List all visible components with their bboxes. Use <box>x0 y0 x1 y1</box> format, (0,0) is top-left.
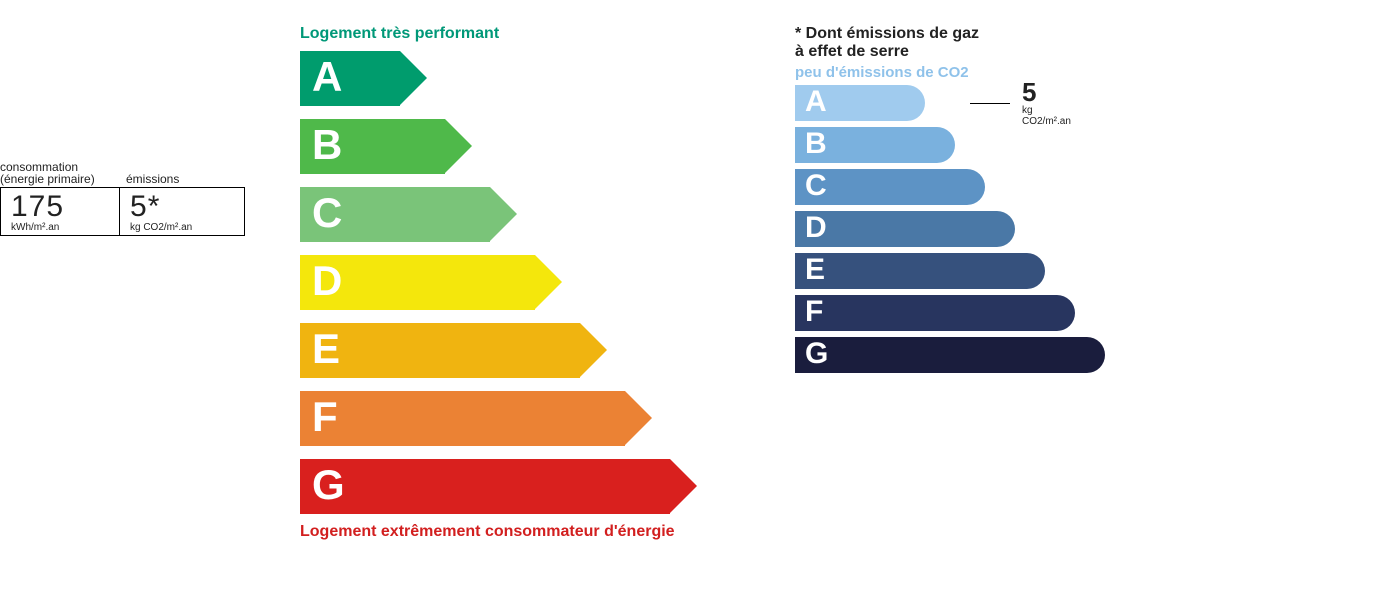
ges-row-b: B <box>795 127 979 163</box>
energy-rows: ABCDEFG <box>300 51 675 514</box>
energy-bar <box>300 459 670 514</box>
energy-row-a: A <box>300 51 675 106</box>
energy-letter: F <box>312 393 338 441</box>
energy-bar <box>300 323 580 378</box>
emissions-box: 5* kg CO2/m².an <box>120 187 245 236</box>
energy-arrow <box>445 119 472 173</box>
energy-arrow <box>580 323 607 377</box>
ges-value-unit: kg CO2/m².an <box>1022 105 1071 127</box>
ges-letter: C <box>805 169 827 203</box>
energy-arrow <box>670 459 697 513</box>
value-boxes: consommation (énergie primaire) 175 kWh/… <box>0 161 245 236</box>
emissions-value: 5* <box>130 192 234 222</box>
energy-row-e: E <box>300 323 675 378</box>
energy-letter: G <box>312 461 345 509</box>
ges-bar <box>795 253 1045 289</box>
consumption-value: 175 <box>11 192 109 222</box>
ges-row-e: E <box>795 253 979 289</box>
emissions-unit: kg CO2/m².an <box>130 222 234 233</box>
energy-letter: B <box>312 121 342 169</box>
ges-letter: B <box>805 127 827 161</box>
ges-letter: F <box>805 295 823 329</box>
ges-subtitle: peu d'émissions de CO2 <box>795 64 979 81</box>
energy-letter: E <box>312 325 340 373</box>
energy-arrow <box>535 255 562 309</box>
ges-letter: D <box>805 211 827 245</box>
energy-chart: Logement très performant ABCDEFG Logemen… <box>300 25 675 541</box>
ges-row-a: A5kg CO2/m².an <box>795 85 979 121</box>
ges-chart: * Dont émissions de gaz à effet de serre… <box>795 25 979 379</box>
consumption-unit: kWh/m².an <box>11 222 109 233</box>
energy-letter: C <box>312 189 342 237</box>
energy-arrow <box>490 187 517 241</box>
ges-bar <box>795 337 1105 373</box>
energy-row-d: D <box>300 255 675 310</box>
energy-bar <box>300 391 625 446</box>
ges-value-number: 5 <box>1022 79 1071 105</box>
energy-title-top: Logement très performant <box>300 25 675 43</box>
energy-row-f: F <box>300 391 675 446</box>
emissions-label: émissions <box>120 161 245 185</box>
ges-row-c: C <box>795 169 979 205</box>
ges-bar <box>795 211 1015 247</box>
ges-letter: A <box>805 85 827 119</box>
ges-rows: A5kg CO2/m².an BCDEFG <box>795 85 979 373</box>
ges-row-g: G <box>795 337 979 373</box>
ges-title: * Dont émissions de gaz à effet de serre <box>795 25 979 62</box>
energy-row-b: B <box>300 119 675 174</box>
ges-row-f: F <box>795 295 979 331</box>
energy-row-c: C <box>300 187 675 242</box>
energy-title-bottom: Logement extrêmement consommateur d'éner… <box>300 523 675 541</box>
energy-letter: A <box>312 53 342 101</box>
energy-arrow <box>625 391 652 445</box>
consumption-label: consommation (énergie primaire) <box>0 161 120 185</box>
ges-letter: G <box>805 337 828 371</box>
ges-tick <box>970 103 1010 104</box>
ges-letter: E <box>805 253 825 287</box>
energy-row-g: G <box>300 459 675 514</box>
ges-bar <box>795 295 1075 331</box>
ges-row-d: D <box>795 211 979 247</box>
ges-value: 5kg CO2/m².an <box>1022 79 1071 127</box>
consumption-box: 175 kWh/m².an <box>0 187 120 236</box>
energy-arrow <box>400 51 427 105</box>
energy-letter: D <box>312 257 342 305</box>
